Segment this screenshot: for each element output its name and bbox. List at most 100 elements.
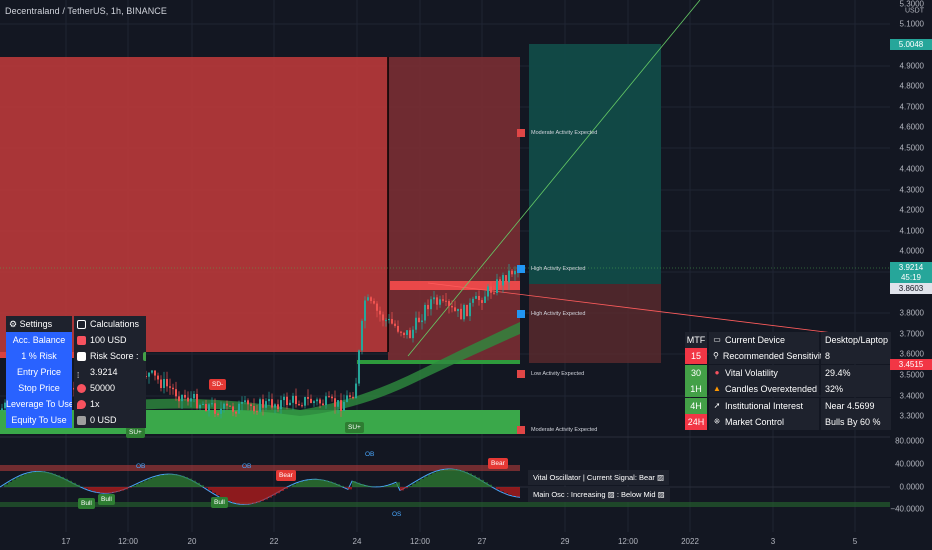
candle-body [205, 404, 207, 412]
price-tick: 4.0000 [899, 246, 924, 256]
osc-fill-bar [496, 487, 500, 490]
settings-header[interactable]: ⚙ Settings [6, 316, 72, 332]
candle-body [172, 387, 174, 390]
time-tick: 2022 [681, 537, 699, 546]
candle-body [415, 317, 417, 330]
candle-body [439, 299, 441, 305]
osc-fill-bar [56, 475, 60, 487]
osc-upper-band [0, 465, 520, 471]
osc-fill-bar [32, 471, 36, 487]
candle-body [298, 404, 300, 406]
candle-body [472, 298, 474, 303]
line-price-badge: 3.8603 [890, 283, 932, 294]
target-price-badge: 5.0048 [890, 39, 932, 50]
osc-fill-bar [212, 487, 216, 493]
candle-body [373, 301, 375, 304]
candle-body [283, 396, 285, 401]
time-tick: 17 [61, 537, 71, 546]
candle-body [367, 297, 369, 301]
osc-fill-bar [216, 487, 220, 496]
osc-fill-bar [20, 475, 24, 487]
osc-fill-bar [392, 483, 396, 487]
candle-body [148, 372, 150, 377]
osc-fill-bar [312, 479, 316, 487]
candle-body [361, 320, 363, 351]
settings-label: Settings [19, 319, 53, 329]
osc-fill-bar [4, 484, 8, 487]
osc-fill-bar [348, 487, 352, 490]
candle-body [358, 350, 360, 384]
osc-fill-bar [176, 474, 180, 487]
candle-body [376, 303, 378, 311]
candle-body [151, 370, 153, 373]
setting-label: Leverage To Use [6, 396, 72, 412]
osc-fill-bar [168, 474, 172, 487]
candle-body [403, 332, 405, 335]
bear-icon: ▨ [656, 473, 665, 482]
osc-fill-bar [236, 487, 240, 504]
candle-body [319, 399, 321, 404]
osc-fill-bar [204, 487, 208, 488]
timeframe-badge: 4H [685, 397, 707, 414]
candle-body [250, 404, 252, 407]
osc-tick: 80.0000 [895, 436, 924, 446]
table-header-row: MTF ▭ Current Device Desktop/Laptop [685, 332, 891, 348]
candle-body [427, 304, 429, 310]
osc-fill-bar [180, 475, 184, 487]
calc-value: 100 USD [74, 332, 146, 348]
candle-body [184, 394, 186, 398]
osc-fill-bar [276, 487, 280, 494]
price-scale[interactable]: 5.3000 USDT 5.1000 5.0048 4.9000 4.8000 … [888, 0, 932, 532]
currency-label: USDT [904, 7, 924, 15]
candle-body [145, 376, 147, 378]
trend-line-up [407, 0, 701, 357]
search-icon: ⚲ [713, 351, 719, 361]
osc-fill-bar [300, 481, 304, 487]
candle-body [1, 408, 3, 410]
oscillator-status-box: Main Osc : Increasing ▨ : Below Mid ▨ [528, 487, 670, 502]
rocket-icon: ➚ [713, 400, 721, 410]
price-tick: 4.9000 [899, 61, 924, 71]
osc-fill-bar [512, 487, 516, 496]
bull-tag: Bull [98, 494, 115, 505]
candle-body [220, 408, 222, 414]
osc-fill-bar [228, 487, 232, 502]
osc-fill-bar [184, 477, 188, 487]
candle-body [454, 307, 456, 312]
zone-label: Low Activity Expected [531, 371, 585, 377]
osc-fill-bar [144, 480, 148, 487]
candle-body [466, 304, 468, 317]
candle-body [370, 297, 372, 302]
osc-fill-bar [244, 487, 248, 505]
document-icon [77, 351, 86, 361]
osc-tick: 0.0000 [899, 482, 924, 492]
candle-body [397, 325, 399, 332]
candle-body [166, 379, 168, 387]
bull-tag: Bull [78, 498, 95, 509]
candle-body [496, 279, 498, 294]
candle-body [178, 396, 180, 402]
timeframe-badge: 15 [685, 348, 707, 365]
stop-zone [529, 284, 661, 363]
price-tick: 4.8000 [899, 81, 924, 91]
candle-body [478, 295, 480, 301]
candle-body [499, 279, 501, 286]
osc-fill-bar [432, 472, 436, 487]
candle-body [175, 389, 177, 397]
candle-body [244, 400, 246, 403]
candle-body [292, 395, 294, 403]
osc-fill-bar [248, 487, 252, 505]
table-row: 15 ⚲ Recommended Sensitivity 8 [685, 348, 891, 365]
time-axis[interactable]: 17 12:00 20 22 24 12:00 27 29 12:00 2022… [0, 532, 890, 550]
osc-fill-bar [416, 481, 420, 487]
osc-fill-bar [516, 487, 520, 497]
osc-fill-bar [16, 477, 20, 487]
zone-label: Moderate Activity Expected [531, 130, 598, 136]
time-tick: 12:00 [617, 537, 639, 546]
symbol-title[interactable]: Decentraland / TetherUS, 1h, BINANCE [5, 6, 168, 16]
overbought-tag: OB [365, 451, 375, 458]
supply-down-tag: SD- [209, 379, 227, 390]
calc-value: Risk Score : [74, 348, 146, 364]
osc-fill-bar [156, 475, 160, 487]
